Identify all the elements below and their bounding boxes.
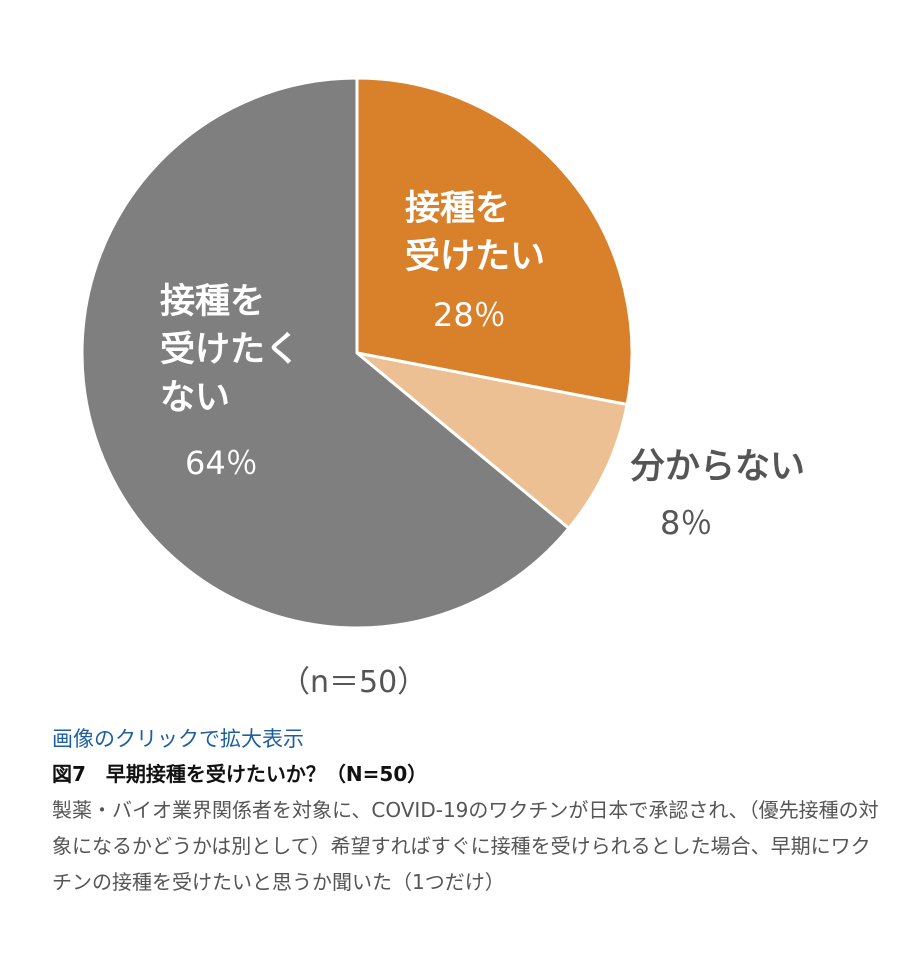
pie-slice-dont-know bbox=[355, 351, 629, 530]
slice-label-want-vaccine-line2: 受けたい bbox=[405, 237, 545, 277]
slice-label-want-vaccine-line1: 接種を bbox=[405, 189, 510, 229]
slice-value-not-want: 64％ bbox=[185, 444, 258, 482]
pie-slice-want-vaccine bbox=[355, 76, 634, 407]
figure-caption: 画像のクリックで拡大表示 図7 早期接種を受けたいか？（N=50） 製薬・バイオ… bbox=[52, 722, 882, 900]
slice-value-dont-know: 8％ bbox=[660, 504, 712, 542]
pie-slice-not-want bbox=[80, 76, 571, 630]
slice-label-not-want-line1: 接種を bbox=[160, 282, 265, 322]
enlarge-image-link[interactable]: 画像のクリックで拡大表示 bbox=[52, 727, 304, 751]
figure-title: 図7 早期接種を受けたいか？（N=50） bbox=[52, 762, 428, 786]
slice-label-not-want-line2: 受けたく bbox=[160, 330, 300, 370]
slice-label-dont-know: 分からない bbox=[630, 447, 805, 487]
slice-value-want-vaccine: 28％ bbox=[433, 296, 506, 334]
slice-label-not-want-line3: ない bbox=[160, 378, 230, 418]
pie-slices bbox=[80, 76, 634, 630]
figure-description: 製薬・バイオ業界関係者を対象に、COVID-19のワクチンが日本で承認され、（優… bbox=[52, 798, 879, 894]
sample-size-note: （n＝50） bbox=[280, 665, 427, 700]
pie-chart: 接種を 受けたい 28％ 分からない 8％ 接種を 受けたく ない 64％ （n… bbox=[80, 76, 805, 700]
